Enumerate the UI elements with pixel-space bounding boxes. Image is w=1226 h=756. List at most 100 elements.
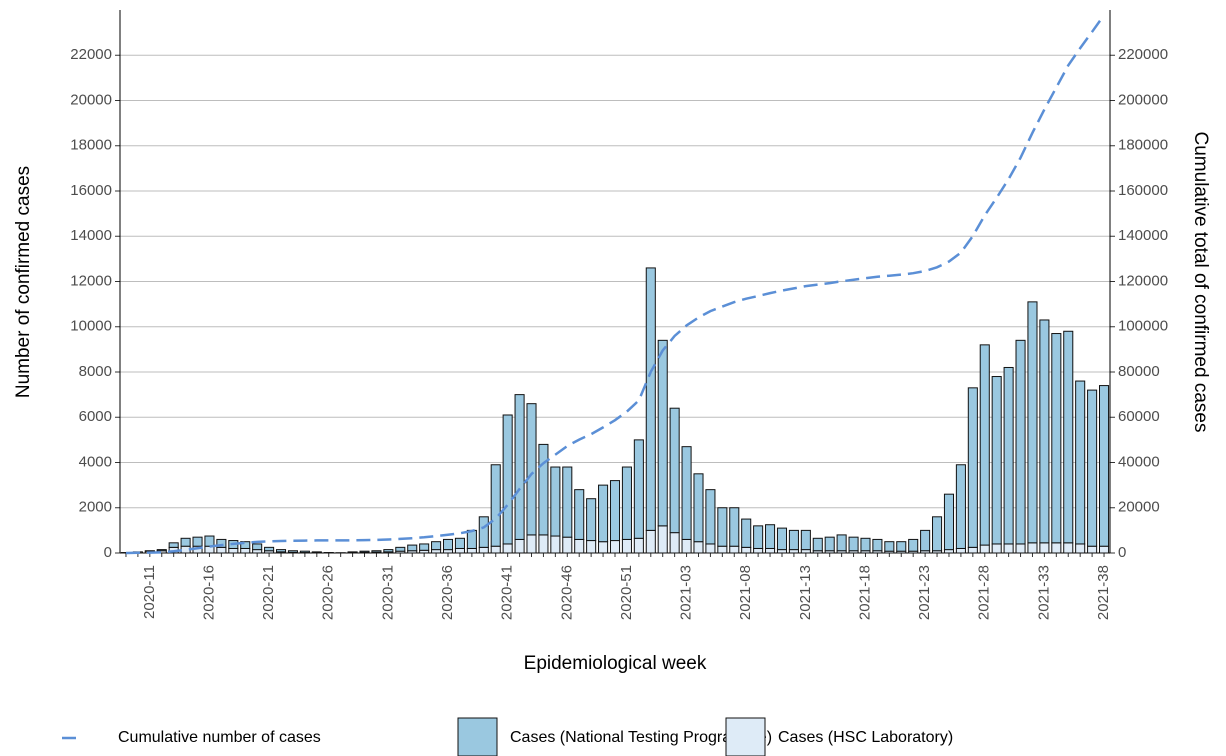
legend-label: Cases (National Testing Programme) bbox=[510, 729, 772, 746]
bar bbox=[168, 542, 179, 548]
bar bbox=[1003, 543, 1014, 554]
x-tick-label: 2021-23 bbox=[916, 565, 933, 620]
bar bbox=[836, 534, 847, 552]
bar bbox=[478, 546, 489, 554]
y2-tick-label: 80000 bbox=[1118, 363, 1160, 380]
bar bbox=[502, 414, 513, 545]
bar bbox=[681, 446, 692, 540]
y2-tick-label: 120000 bbox=[1118, 272, 1168, 289]
bar bbox=[442, 549, 454, 554]
x-tick-label: 2021-13 bbox=[797, 565, 814, 620]
bar bbox=[1027, 542, 1038, 554]
bar bbox=[359, 550, 370, 553]
bar bbox=[490, 464, 501, 547]
bar bbox=[228, 547, 239, 554]
y-tick-label: 14000 bbox=[70, 227, 112, 244]
bar bbox=[729, 545, 740, 554]
bar bbox=[657, 339, 668, 527]
bar bbox=[371, 550, 382, 553]
bar bbox=[514, 394, 525, 540]
y-tick-label: 4000 bbox=[79, 453, 112, 470]
y-tick-label: 0 bbox=[104, 544, 112, 561]
bar bbox=[562, 466, 573, 538]
bar bbox=[502, 543, 513, 554]
bar bbox=[765, 524, 776, 549]
bar bbox=[1039, 542, 1050, 554]
bar bbox=[538, 443, 549, 536]
bar bbox=[1099, 545, 1110, 554]
bar bbox=[741, 518, 752, 548]
legend-key bbox=[725, 717, 766, 756]
bar bbox=[1063, 542, 1074, 554]
y2-tick-label: 100000 bbox=[1118, 318, 1168, 335]
bar bbox=[1015, 543, 1026, 554]
bar bbox=[621, 466, 632, 540]
y2-tick-label: 180000 bbox=[1118, 137, 1168, 154]
y-tick-label: 8000 bbox=[79, 363, 112, 380]
bar bbox=[812, 537, 823, 552]
bar bbox=[753, 525, 764, 549]
bar bbox=[1063, 330, 1074, 544]
y2-tick-label: 140000 bbox=[1118, 227, 1168, 244]
y2-tick-label: 20000 bbox=[1118, 499, 1160, 516]
x-tick-label: 2020-51 bbox=[618, 565, 635, 620]
bar bbox=[1051, 333, 1062, 544]
bar bbox=[1039, 319, 1050, 544]
bar bbox=[1003, 366, 1014, 545]
x-tick-label: 2020-31 bbox=[379, 565, 396, 620]
bar bbox=[586, 498, 597, 542]
bar bbox=[955, 547, 966, 554]
x-tick-label: 2020-36 bbox=[439, 565, 456, 620]
bar bbox=[633, 439, 644, 539]
y2-axis-title: Cumulative total of confirmed cases bbox=[1190, 132, 1211, 433]
bar bbox=[860, 537, 871, 552]
y2-tick-label: 160000 bbox=[1118, 182, 1168, 199]
bar bbox=[478, 516, 489, 548]
y2-tick-label: 200000 bbox=[1118, 91, 1168, 108]
bar bbox=[872, 538, 883, 552]
legend-label: Cases (HSC Laboratory) bbox=[778, 729, 953, 746]
bar bbox=[419, 543, 430, 551]
bar bbox=[1051, 542, 1062, 554]
x-tick-label: 2020-46 bbox=[558, 565, 575, 620]
y-tick-label: 16000 bbox=[70, 182, 112, 199]
bar bbox=[776, 549, 788, 554]
y-tick-label: 22000 bbox=[70, 46, 112, 63]
bar bbox=[442, 538, 454, 551]
bar bbox=[765, 547, 776, 554]
bar bbox=[240, 541, 251, 549]
bar bbox=[657, 525, 668, 554]
bar bbox=[1099, 385, 1110, 547]
x-tick-label: 2021-38 bbox=[1095, 565, 1112, 620]
bar bbox=[729, 507, 740, 547]
bar bbox=[884, 541, 895, 552]
bar bbox=[693, 473, 704, 543]
bar bbox=[788, 529, 799, 551]
bar bbox=[538, 534, 549, 554]
x-tick-label: 2021-28 bbox=[976, 565, 993, 620]
x-tick-label: 2020-16 bbox=[200, 565, 217, 620]
bar bbox=[216, 538, 227, 548]
bar bbox=[204, 535, 215, 547]
bar bbox=[180, 537, 191, 547]
bar bbox=[1087, 545, 1098, 554]
bar bbox=[776, 527, 788, 551]
bar bbox=[526, 534, 537, 554]
bar bbox=[586, 540, 597, 554]
bar bbox=[574, 538, 585, 554]
bar bbox=[848, 536, 859, 552]
bar bbox=[788, 549, 799, 554]
x-tick-label: 2020-21 bbox=[260, 565, 277, 620]
bar bbox=[466, 529, 477, 549]
y-tick-label: 18000 bbox=[70, 137, 112, 154]
bar bbox=[252, 549, 263, 554]
bar bbox=[550, 535, 561, 554]
y2-tick-label: 60000 bbox=[1118, 408, 1160, 425]
legend-key bbox=[457, 717, 498, 756]
bar bbox=[741, 546, 752, 554]
bar bbox=[717, 545, 728, 554]
bar bbox=[705, 543, 716, 554]
bar bbox=[299, 550, 310, 554]
bar bbox=[490, 545, 501, 554]
bar bbox=[216, 546, 227, 554]
